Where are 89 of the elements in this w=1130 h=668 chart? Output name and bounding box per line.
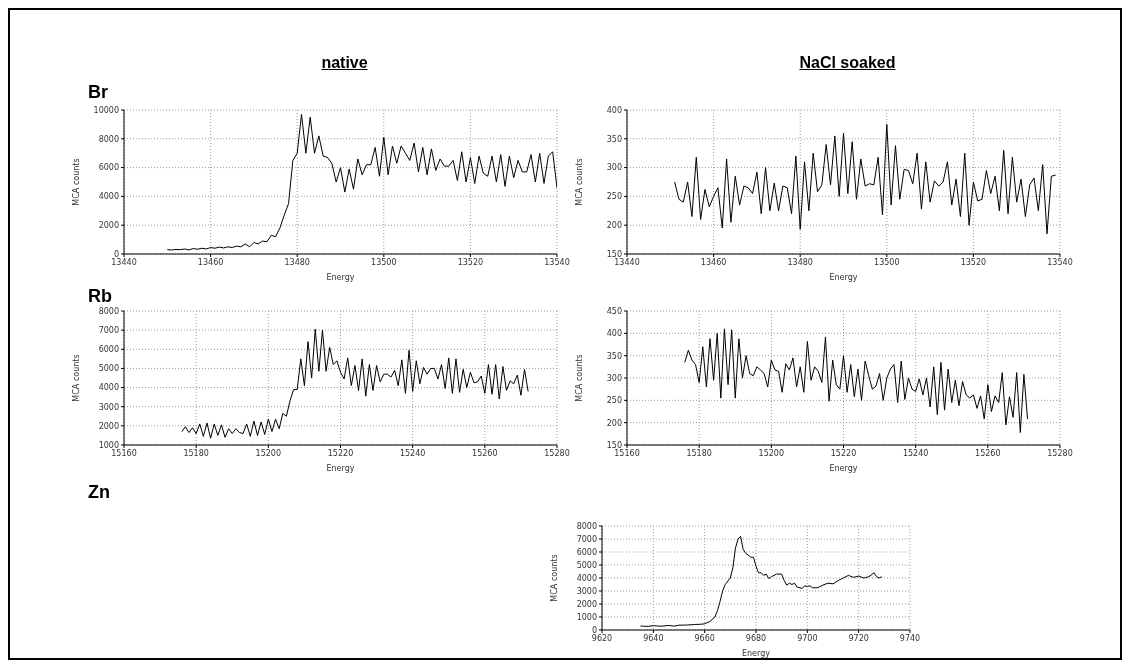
y-tick-label: 250 bbox=[606, 396, 622, 406]
line-series bbox=[674, 123, 1057, 235]
y-tick-label: 0 bbox=[591, 625, 597, 635]
y-tick-label: 4000 bbox=[576, 573, 597, 583]
x-tick-label: 13520 bbox=[960, 257, 987, 267]
y-tick-label: 6000 bbox=[576, 547, 597, 557]
x-tick-label: 15240 bbox=[399, 448, 426, 458]
y-axis-title: MCA counts bbox=[71, 158, 81, 206]
y-tick-label: 8000 bbox=[576, 521, 597, 531]
y-tick-label: 450 bbox=[606, 306, 622, 316]
text: Br bbox=[88, 82, 109, 103]
line-series bbox=[684, 328, 1029, 433]
y-tick-label: 350 bbox=[606, 134, 622, 144]
x-tick-label: 9740 bbox=[899, 633, 921, 643]
x-tick-label: 13540 bbox=[1047, 257, 1073, 267]
y-tick-label: 3000 bbox=[98, 402, 119, 412]
y-tick-label: 150 bbox=[606, 440, 622, 450]
x-tick-label: 15260 bbox=[975, 448, 1001, 458]
x-tick-label: 15280 bbox=[544, 448, 570, 458]
x-axis-title: Energy bbox=[829, 273, 858, 282]
y-tick-label: 2000 bbox=[98, 421, 119, 431]
y-tick-label: 1000 bbox=[576, 612, 597, 622]
y-axis-title: MCA counts bbox=[574, 158, 584, 206]
y-tick-label: 3000 bbox=[576, 586, 597, 596]
x-axis-title: Energy bbox=[326, 464, 355, 473]
y-tick-label: 5000 bbox=[98, 364, 119, 374]
x-tick-label: 9620 bbox=[591, 633, 613, 643]
y-tick-label: 6000 bbox=[98, 345, 119, 355]
y-tick-label: 8000 bbox=[98, 134, 119, 144]
x-tick-label: 13460 bbox=[197, 257, 224, 267]
x-tick-label: 15160 bbox=[111, 448, 137, 458]
y-tick-label: 0 bbox=[113, 249, 119, 259]
x-tick-label: 15200 bbox=[758, 448, 785, 458]
x-tick-label: 15280 bbox=[1047, 448, 1073, 458]
x-tick-label: 13480 bbox=[787, 257, 813, 267]
x-tick-label: 9660 bbox=[694, 633, 715, 643]
y-tick-label: 6000 bbox=[98, 163, 119, 173]
x-tick-label: 13520 bbox=[457, 257, 484, 267]
chart-title: native bbox=[320, 54, 369, 72]
line-series bbox=[166, 113, 557, 251]
y-tick-label: 2000 bbox=[576, 599, 597, 609]
y-tick-label: 7000 bbox=[576, 534, 597, 544]
y-tick-label: 300 bbox=[606, 163, 622, 173]
y-tick-label: 5000 bbox=[576, 560, 597, 570]
y-axis-title: MCA counts bbox=[574, 354, 584, 402]
chart-title: NaCl soaked bbox=[798, 54, 897, 72]
y-tick-label: 8000 bbox=[98, 306, 119, 316]
x-tick-label: 15220 bbox=[327, 448, 354, 458]
x-axis-title: Energy bbox=[741, 649, 771, 658]
x-tick-label: 15260 bbox=[472, 448, 498, 458]
y-tick-label: 200 bbox=[606, 221, 622, 231]
y-tick-label: 10000 bbox=[93, 105, 119, 115]
text: Zn bbox=[88, 482, 110, 503]
x-tick-label: 9720 bbox=[848, 633, 869, 643]
x-axis-title: Energy bbox=[829, 464, 858, 473]
y-tick-label: 350 bbox=[606, 351, 622, 361]
y-tick-label: 400 bbox=[606, 329, 622, 339]
x-tick-label: 9700 bbox=[797, 633, 818, 643]
x-tick-label: 15160 bbox=[614, 448, 640, 458]
y-axis-title: MCA counts bbox=[549, 554, 559, 602]
x-tick-label: 13500 bbox=[874, 257, 900, 267]
text: Rb bbox=[88, 286, 112, 307]
y-tick-label: 300 bbox=[606, 373, 622, 383]
x-tick-label: 9640 bbox=[643, 633, 664, 643]
line-series bbox=[640, 535, 883, 627]
x-tick-label: 15180 bbox=[686, 448, 712, 458]
y-tick-label: 250 bbox=[606, 192, 622, 202]
x-tick-label: 13460 bbox=[700, 257, 727, 267]
x-tick-label: 15200 bbox=[255, 448, 282, 458]
x-tick-label: 13480 bbox=[284, 257, 310, 267]
x-tick-label: 13500 bbox=[371, 257, 397, 267]
x-axis-title: Energy bbox=[326, 273, 355, 282]
x-tick-label: 13440 bbox=[111, 257, 137, 267]
y-tick-label: 4000 bbox=[98, 192, 119, 202]
y-tick-label: 150 bbox=[606, 249, 622, 259]
y-tick-label: 1000 bbox=[98, 440, 119, 450]
x-tick-label: 15220 bbox=[830, 448, 857, 458]
x-tick-label: 13440 bbox=[614, 257, 640, 267]
y-tick-label: 2000 bbox=[98, 221, 119, 231]
y-tick-label: 7000 bbox=[98, 325, 119, 335]
y-axis-title: MCA counts bbox=[71, 354, 81, 402]
y-tick-label: 4000 bbox=[98, 383, 119, 393]
x-tick-label: 9680 bbox=[745, 633, 767, 643]
x-tick-label: 15180 bbox=[183, 448, 209, 458]
x-tick-label: 13540 bbox=[544, 257, 570, 267]
y-tick-label: 400 bbox=[606, 105, 622, 115]
x-tick-label: 15240 bbox=[902, 448, 929, 458]
line-series bbox=[181, 328, 529, 439]
y-tick-label: 200 bbox=[606, 418, 622, 428]
